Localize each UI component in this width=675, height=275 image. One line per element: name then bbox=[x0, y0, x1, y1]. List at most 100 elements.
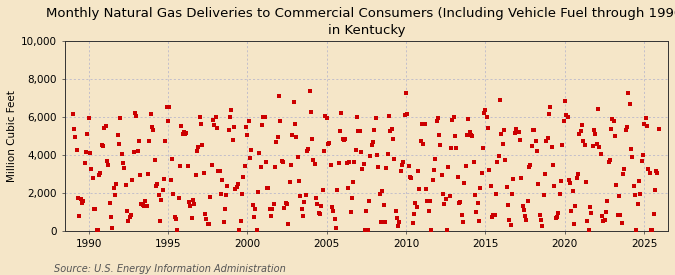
Point bbox=[587, 144, 598, 148]
Point bbox=[441, 227, 452, 232]
Point bbox=[492, 160, 503, 164]
Point bbox=[448, 115, 459, 119]
Point bbox=[223, 128, 234, 133]
Point bbox=[232, 185, 242, 189]
Point bbox=[357, 167, 368, 171]
Point bbox=[168, 192, 179, 196]
Point bbox=[535, 213, 545, 218]
Point bbox=[250, 207, 261, 211]
Point bbox=[217, 178, 227, 183]
Point bbox=[192, 148, 202, 153]
Point bbox=[327, 205, 338, 209]
Point bbox=[265, 207, 275, 211]
Point bbox=[341, 161, 352, 166]
Point bbox=[539, 172, 550, 176]
Point bbox=[392, 215, 402, 220]
Point bbox=[401, 90, 412, 95]
Point bbox=[258, 115, 269, 120]
Point bbox=[451, 146, 462, 150]
Point bbox=[604, 158, 615, 162]
Point bbox=[479, 111, 489, 115]
Point bbox=[462, 133, 472, 137]
Point bbox=[281, 202, 292, 207]
Point bbox=[174, 163, 185, 168]
Point bbox=[433, 116, 443, 120]
Point bbox=[277, 159, 288, 164]
Point bbox=[610, 134, 620, 138]
Point bbox=[295, 194, 306, 198]
Point bbox=[178, 129, 189, 134]
Point bbox=[562, 115, 573, 119]
Point bbox=[209, 123, 219, 127]
Point bbox=[443, 164, 454, 169]
Point bbox=[495, 97, 506, 102]
Point bbox=[153, 193, 164, 197]
Point bbox=[103, 163, 114, 167]
Point bbox=[255, 165, 266, 169]
Point bbox=[237, 191, 248, 196]
Point bbox=[601, 210, 612, 215]
Point bbox=[292, 155, 303, 160]
Point bbox=[637, 152, 648, 157]
Point bbox=[225, 115, 236, 120]
Point bbox=[344, 160, 354, 164]
Point bbox=[500, 158, 511, 162]
Point bbox=[580, 180, 591, 185]
Point bbox=[623, 91, 634, 95]
Point bbox=[202, 222, 213, 227]
Point bbox=[509, 130, 520, 135]
Point bbox=[607, 117, 618, 121]
Point bbox=[252, 190, 263, 194]
Point bbox=[148, 128, 159, 132]
Point bbox=[119, 166, 130, 170]
Point bbox=[547, 163, 558, 167]
Point bbox=[152, 182, 163, 186]
Point bbox=[240, 124, 251, 129]
Point bbox=[356, 150, 367, 154]
Point bbox=[305, 110, 316, 115]
Point bbox=[360, 228, 371, 232]
Point bbox=[165, 178, 176, 183]
Point bbox=[554, 191, 565, 196]
Point bbox=[466, 133, 477, 137]
Point bbox=[163, 119, 173, 123]
Point bbox=[564, 178, 574, 183]
Point bbox=[111, 182, 122, 186]
Point bbox=[426, 228, 437, 232]
Point bbox=[117, 161, 128, 166]
Point bbox=[159, 177, 169, 181]
Point bbox=[374, 192, 385, 197]
Point bbox=[262, 186, 273, 190]
Point bbox=[95, 171, 106, 175]
Point bbox=[69, 127, 80, 131]
Point bbox=[306, 137, 317, 141]
Point bbox=[526, 144, 537, 148]
Point bbox=[393, 224, 404, 228]
Point bbox=[236, 218, 246, 223]
Point bbox=[211, 126, 222, 131]
Point bbox=[76, 201, 87, 205]
Point bbox=[622, 124, 632, 129]
Point bbox=[346, 196, 357, 200]
Point bbox=[618, 172, 628, 177]
Point bbox=[627, 155, 638, 160]
Point bbox=[612, 213, 623, 218]
Point bbox=[142, 172, 153, 177]
Point bbox=[558, 119, 569, 123]
Point bbox=[446, 145, 456, 150]
Point bbox=[84, 151, 95, 155]
Point bbox=[542, 136, 553, 141]
Point bbox=[450, 134, 460, 138]
Point bbox=[476, 171, 487, 175]
Point bbox=[528, 128, 539, 133]
Point bbox=[522, 199, 533, 204]
Point bbox=[419, 122, 430, 126]
Point bbox=[108, 186, 119, 191]
Point bbox=[576, 123, 587, 128]
Point bbox=[444, 194, 455, 199]
Point bbox=[571, 176, 582, 180]
Point bbox=[290, 122, 300, 126]
Point bbox=[435, 142, 446, 147]
Point bbox=[194, 115, 205, 119]
Point bbox=[489, 213, 500, 217]
